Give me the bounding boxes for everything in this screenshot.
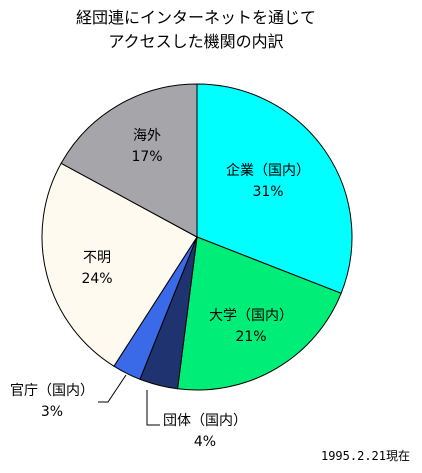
- pie-slices: [41, 83, 353, 391]
- slice-label: 団体（国内）: [163, 413, 247, 429]
- slice-value-label: 17%: [131, 149, 162, 165]
- leader-lines: [98, 374, 160, 426]
- leader-line: [146, 390, 160, 426]
- slice-value-label: 21%: [235, 329, 266, 345]
- pie-slice: [177, 236, 342, 391]
- slice-value-label: 4%: [194, 434, 216, 450]
- chart-title: 経団連にインターネットを通じて アクセスした機関の内訳: [76, 8, 316, 51]
- chart-title-line-2: アクセスした機関の内訳: [108, 32, 283, 51]
- date-footnote: 1995.2.21現在: [321, 449, 410, 463]
- slice-value-label: 24%: [81, 271, 112, 287]
- pie-slice: [196, 83, 353, 294]
- leader-line: [98, 374, 127, 403]
- slice-label: 不明: [83, 250, 111, 266]
- slice-value-label: 3%: [41, 404, 63, 420]
- slice-label: 大学（国内）: [209, 308, 293, 324]
- slice-value-label: 31%: [252, 184, 283, 200]
- pie-slice: [41, 162, 198, 367]
- chart-title-line-1: 経団連にインターネットを通じて: [76, 8, 316, 27]
- slice-label: 官庁（国内）: [10, 383, 94, 399]
- slice-label: 企業（国内）: [226, 162, 310, 179]
- slice-labels: 企業（国内） 31% 大学（国内） 21% 団体（国内） 4% 官庁（国内） 3% 不明 24% 海…: [10, 128, 310, 450]
- pie-slice: [60, 83, 198, 238]
- slice-label: 海外: [133, 128, 161, 144]
